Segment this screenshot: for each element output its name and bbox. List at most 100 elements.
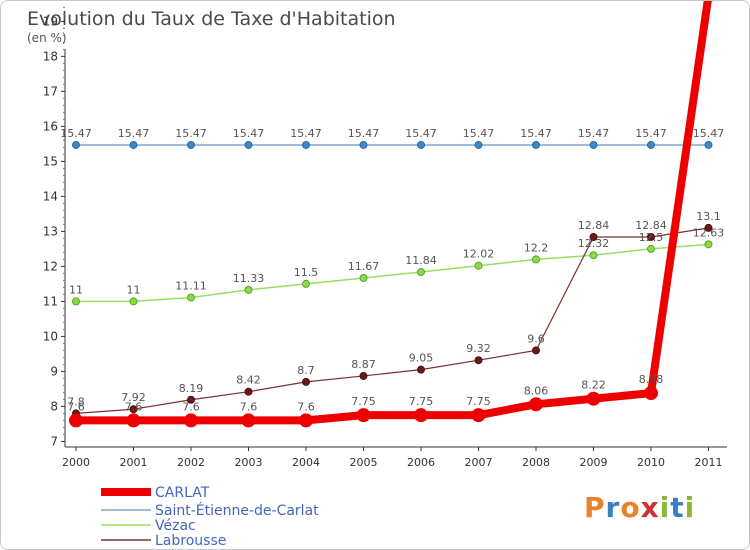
point-v-zac-2003 [244,285,253,294]
label-v-zac-2007: 12.02 [463,248,495,261]
label-saint-tienne-de-carlat-2010: 15.47 [635,127,667,140]
x-tick-label-2009: 2009 [580,456,608,469]
series-line-v-zac [76,243,709,303]
legend-label-carlat: CARLAT [155,485,210,501]
label-carlat-2010: 8.38 [639,373,664,386]
point-v-zac-2011 [704,240,713,249]
point-v-zac-2005 [359,273,368,282]
point-labrousse-2011 [704,223,713,232]
logo-letter: i [660,491,671,524]
y-tick-label-10: 10 [43,329,58,343]
label-carlat-2009: 8.22 [581,379,606,392]
point-carlat-2006 [414,408,428,423]
y-tick-label-7: 7 [50,434,58,448]
point-v-zac-2007 [474,261,483,270]
x-tick-label-2001: 2001 [120,456,148,469]
point-labrousse-2008 [532,346,540,355]
x-tick-label-2003: 2003 [235,456,263,469]
label-v-zac-2008: 12.2 [524,241,549,254]
label-saint-tienne-de-carlat-2001: 15.47 [118,127,150,140]
label-saint-tienne-de-carlat-2011: 15.47 [693,127,725,140]
point-saint-tienne-de-carlat-2003 [244,140,253,149]
point-v-zac-2002 [187,293,195,302]
label-carlat-2003: 7.6 [240,400,258,413]
legend-label-v-zac: Vézac [155,518,196,534]
point-carlat-2004 [299,413,313,428]
x-tick-label-2005: 2005 [350,456,378,469]
label-v-zac-2009: 12.32 [578,237,610,250]
point-saint-tienne-de-carlat-2005 [359,140,368,149]
label-v-zac-2002: 11.11 [175,280,207,293]
label-v-zac-2010: 12.5 [639,231,664,244]
logo-letter: t [670,491,684,524]
label-saint-tienne-de-carlat-2005: 15.47 [348,127,380,140]
point-v-zac-2000 [72,297,80,306]
point-saint-tienne-de-carlat-2002 [187,140,195,149]
label-carlat-2001: 7.6 [125,400,143,413]
point-labrousse-2009 [589,233,598,241]
series-line-carlat [76,1,712,425]
y-tick-label-19: 19 [43,14,58,28]
y-tick-label-17: 17 [43,84,58,98]
point-saint-tienne-de-carlat-2010 [647,140,655,149]
label-v-zac-2011: 12.63 [693,226,725,239]
label-carlat-2000: 7.6 [67,400,85,413]
point-carlat-2011 [704,1,713,3]
point-v-zac-2008 [532,255,540,264]
point-carlat-2003 [241,413,256,428]
point-saint-tienne-de-carlat-2006 [417,140,425,149]
point-carlat-2002 [184,413,198,428]
point-labrousse-2003 [244,387,253,396]
point-v-zac-2004 [302,279,310,288]
point-labrousse-2010 [647,233,655,241]
point-labrousse-2004 [302,377,310,386]
point-v-zac-2006 [417,268,425,276]
label-v-zac-2001: 11 [127,283,141,296]
x-ticks: 2000 2001 2002 2003 2004 2005 2006 2007 2008 2009… [62,447,723,469]
point-saint-tienne-de-carlat-2008 [532,140,540,149]
point-carlat-2010 [644,386,658,401]
label-labrousse-2011: 13.1 [696,210,721,223]
y-tick-label-9: 9 [50,364,58,378]
x-tick-label-2000: 2000 [62,456,90,469]
label-saint-tienne-de-carlat-2009: 15.47 [578,127,610,140]
point-v-zac-2001 [129,297,138,306]
y-tick-label-14: 14 [43,189,58,203]
label-saint-tienne-de-carlat-2002: 15.47 [175,127,207,140]
point-carlat-2000 [69,413,83,428]
label-carlat-2006: 7.75 [409,395,434,408]
series-line-labrousse [75,227,709,414]
label-carlat-2008: 8.06 [524,384,549,397]
x-tick-label-2010: 2010 [637,456,665,469]
point-labrousse-2005 [359,371,368,380]
data-labels: 7.6 7.6 7.6 7.6 7.6 7.75 7.75 7.75 8.06 8.22 8.38 1… [60,127,725,413]
logo-letter: i [685,491,696,524]
series-layer [69,1,713,428]
y-tick-label-8: 8 [50,399,58,413]
label-saint-tienne-de-carlat-2000: 15.47 [60,127,92,140]
point-carlat-2008 [529,397,543,412]
label-v-zac-2000: 11 [69,283,83,296]
legend-label-labrousse: Labrousse [155,533,226,549]
y-tick-label-16: 16 [43,119,58,133]
label-v-zac-2003: 11.33 [233,272,265,285]
logo-letter: r [606,491,621,524]
proxiti-logo: Proxiti [584,491,695,524]
label-v-zac-2004: 11.5 [294,266,319,279]
label-labrousse-2007: 9.32 [466,342,491,355]
label-labrousse-2009: 12.84 [578,219,610,232]
label-labrousse-2003: 8.42 [236,374,261,387]
x-tick-label-2008: 2008 [522,456,550,469]
point-carlat-2009 [586,391,601,406]
point-saint-tienne-de-carlat-2004 [302,140,310,149]
label-labrousse-2008: 9.6 [527,332,545,345]
point-v-zac-2009 [589,251,598,260]
label-carlat-2007: 7.75 [466,395,491,408]
label-saint-tienne-de-carlat-2007: 15.47 [463,127,495,140]
chart-subtitle: (en %) [27,31,67,45]
point-labrousse-2007 [474,356,483,365]
point-labrousse-2001 [129,405,138,414]
